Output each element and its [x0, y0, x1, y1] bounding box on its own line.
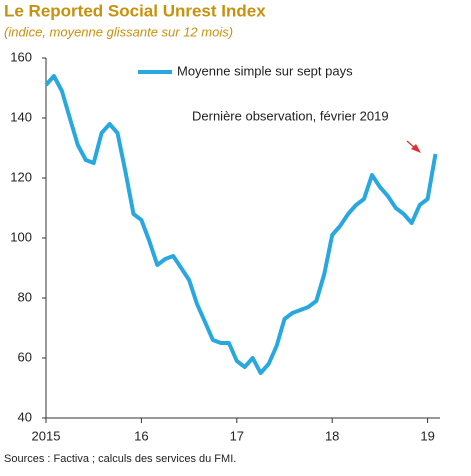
- y-tick-label: 40: [18, 409, 32, 424]
- source-note: Sources : Factiva ; calculs des services…: [4, 453, 236, 465]
- x-tick-label: 16: [134, 428, 148, 443]
- annotation: Dernière observation, février 2019: [192, 108, 389, 123]
- y-tick-label: 160: [10, 49, 32, 64]
- x-tick-label: 18: [325, 428, 339, 443]
- legend-label: Moyenne simple sur sept pays: [177, 63, 353, 78]
- chart-title: Le Reported Social Unrest Index: [4, 1, 266, 20]
- y-tick-label: 120: [10, 169, 32, 184]
- y-tick-label: 140: [10, 109, 32, 124]
- x-tick-label: 17: [230, 428, 244, 443]
- y-tick-label: 100: [10, 229, 32, 244]
- annotation-arrowhead: [411, 144, 421, 153]
- x-tick-label: 2015: [32, 428, 61, 443]
- chart-subtitle: (indice, moyenne glissante sur 12 mois): [4, 24, 233, 39]
- y-tick-label: 60: [18, 349, 32, 364]
- y-tick-label: 80: [18, 289, 32, 304]
- series-line: [44, 74, 438, 375]
- x-tick-label: 19: [420, 428, 434, 443]
